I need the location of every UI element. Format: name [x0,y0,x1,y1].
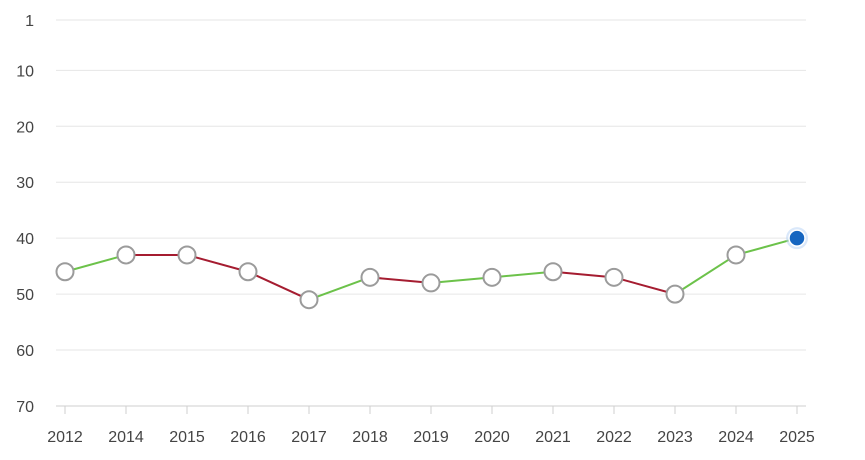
x-tick-label-2022: 2022 [596,429,632,446]
y-tick-label-50: 50 [16,287,34,304]
y-tick-label-20: 20 [16,119,34,136]
y-tick-label-60: 60 [16,343,34,360]
y-tick-label-30: 30 [16,175,34,192]
data-point-2024[interactable] [726,245,746,265]
gridlines [56,19,806,407]
line-segment-2016-2017 [247,270,310,301]
x-tick-label-2023: 2023 [657,429,693,446]
data-point-2020[interactable] [482,267,502,287]
x-axis: 2012 2014 2015 2016 2017 2018 2019 2020 2021 2022… [47,406,815,446]
y-tick-label-10: 10 [16,63,34,80]
line-segment-2022-2023 [613,276,676,296]
x-tick-label-2015: 2015 [169,429,205,446]
line-segment-2020-2021 [491,270,554,279]
data-point-2021[interactable] [543,262,563,282]
x-tick-label-2024: 2024 [718,429,754,446]
x-tick-label-2012: 2012 [47,429,83,446]
data-point-2022[interactable] [604,267,624,287]
line-segment-2017-2018 [308,276,371,301]
y-tick-label-1: 1 [25,13,34,30]
x-tick-label-2020: 2020 [474,429,510,446]
data-point-2017[interactable] [299,290,319,310]
line-segment-2018-2019 [369,276,432,284]
x-tick-label-2018: 2018 [352,429,388,446]
x-tick-label-2016: 2016 [230,429,266,446]
x-tick-label-2019: 2019 [413,429,449,446]
series-line [64,237,798,301]
line-segment-2012-2014 [64,253,127,273]
data-point-2015[interactable] [177,245,197,265]
x-tick-label-2014: 2014 [108,429,144,446]
series-points [55,227,808,310]
data-point-2012[interactable] [55,262,75,282]
line-segment-2021-2022 [552,270,615,279]
y-axis: 1 10 20 30 40 50 60 70 [16,13,34,416]
x-tick-label-2021: 2021 [535,429,571,446]
data-point-2018[interactable] [360,267,380,287]
data-point-2023[interactable] [665,284,685,304]
data-point-2025[interactable] [788,229,806,247]
y-tick-label-70: 70 [16,399,34,416]
y-tick-label-40: 40 [16,231,34,248]
x-tick-label-2025: 2025 [779,429,815,446]
data-point-2014[interactable] [116,245,136,265]
line-segment-2015-2016 [186,253,249,273]
line-segment-2019-2020 [430,276,493,284]
data-point-2016[interactable] [238,262,258,282]
line-segment-2023-2024 [674,253,737,296]
x-tick-label-2017: 2017 [291,429,327,446]
data-point-2019[interactable] [421,273,441,293]
